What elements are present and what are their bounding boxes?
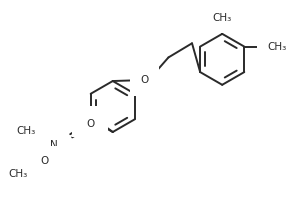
Text: CH₃: CH₃ — [213, 13, 232, 23]
Text: N: N — [50, 140, 58, 150]
Text: CH₃: CH₃ — [9, 168, 28, 178]
Text: O: O — [41, 156, 49, 166]
Text: O: O — [86, 119, 94, 129]
Text: CH₃: CH₃ — [267, 42, 286, 52]
Text: O: O — [141, 75, 149, 85]
Text: CH₃: CH₃ — [16, 126, 35, 136]
Text: HN: HN — [82, 117, 98, 127]
